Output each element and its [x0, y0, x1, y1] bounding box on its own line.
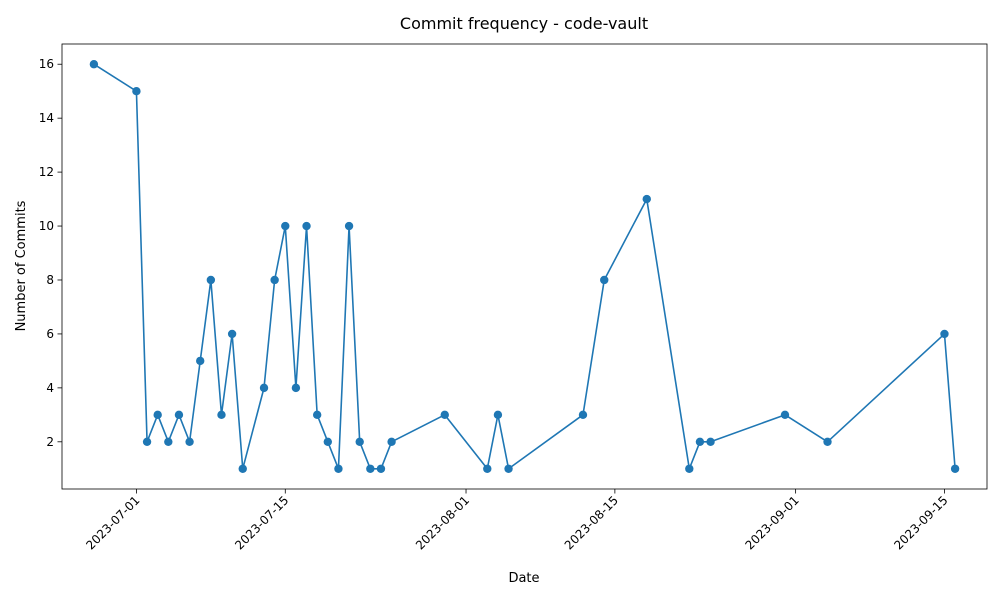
data-point	[227, 329, 237, 339]
data-point	[185, 437, 194, 447]
data-point	[291, 383, 301, 393]
data-point	[238, 464, 247, 473]
data-point	[578, 410, 588, 420]
data-point	[270, 275, 279, 285]
data-point	[483, 464, 492, 473]
data-point	[217, 410, 226, 420]
y-tick-label: 6	[46, 327, 54, 341]
data-point	[334, 464, 343, 473]
data-point	[387, 437, 396, 447]
data-point	[164, 437, 173, 447]
y-tick-label: 8	[46, 273, 54, 287]
data-point	[376, 464, 386, 473]
data-point	[600, 275, 609, 285]
data-point	[780, 410, 790, 420]
data-point	[89, 60, 99, 69]
data-point	[355, 437, 364, 447]
data-point	[504, 464, 513, 473]
y-tick-label: 10	[39, 219, 54, 233]
data-point	[642, 194, 651, 204]
y-tick-label: 12	[39, 165, 54, 179]
data-point	[366, 464, 375, 473]
data-point	[493, 410, 503, 420]
data-point	[196, 356, 205, 366]
data-point	[281, 221, 290, 231]
data-point	[685, 464, 694, 473]
y-tick-label: 2	[46, 435, 54, 449]
y-axis-label: Number of Commits	[14, 200, 29, 331]
data-point	[142, 437, 152, 447]
axes-frame	[61, 43, 988, 490]
data-point	[940, 329, 949, 339]
data-point	[153, 410, 162, 420]
data-point	[323, 437, 333, 447]
y-tick-label: 14	[39, 111, 54, 125]
y-tick-label: 4	[46, 381, 54, 395]
data-point	[440, 410, 449, 420]
data-point	[302, 221, 311, 231]
data-point	[344, 221, 354, 231]
x-axis-label: Date	[508, 571, 539, 586]
data-point	[312, 410, 322, 420]
data-point	[132, 86, 141, 96]
data-point	[174, 410, 184, 420]
data-point	[695, 437, 705, 447]
y-tick-label: 16	[39, 57, 54, 71]
data-point	[823, 437, 832, 447]
data-point	[706, 437, 715, 447]
data-point	[259, 383, 269, 393]
chart-title: Commit frequency - code-vault	[400, 14, 648, 33]
data-point	[950, 464, 960, 473]
data-point	[206, 275, 216, 285]
